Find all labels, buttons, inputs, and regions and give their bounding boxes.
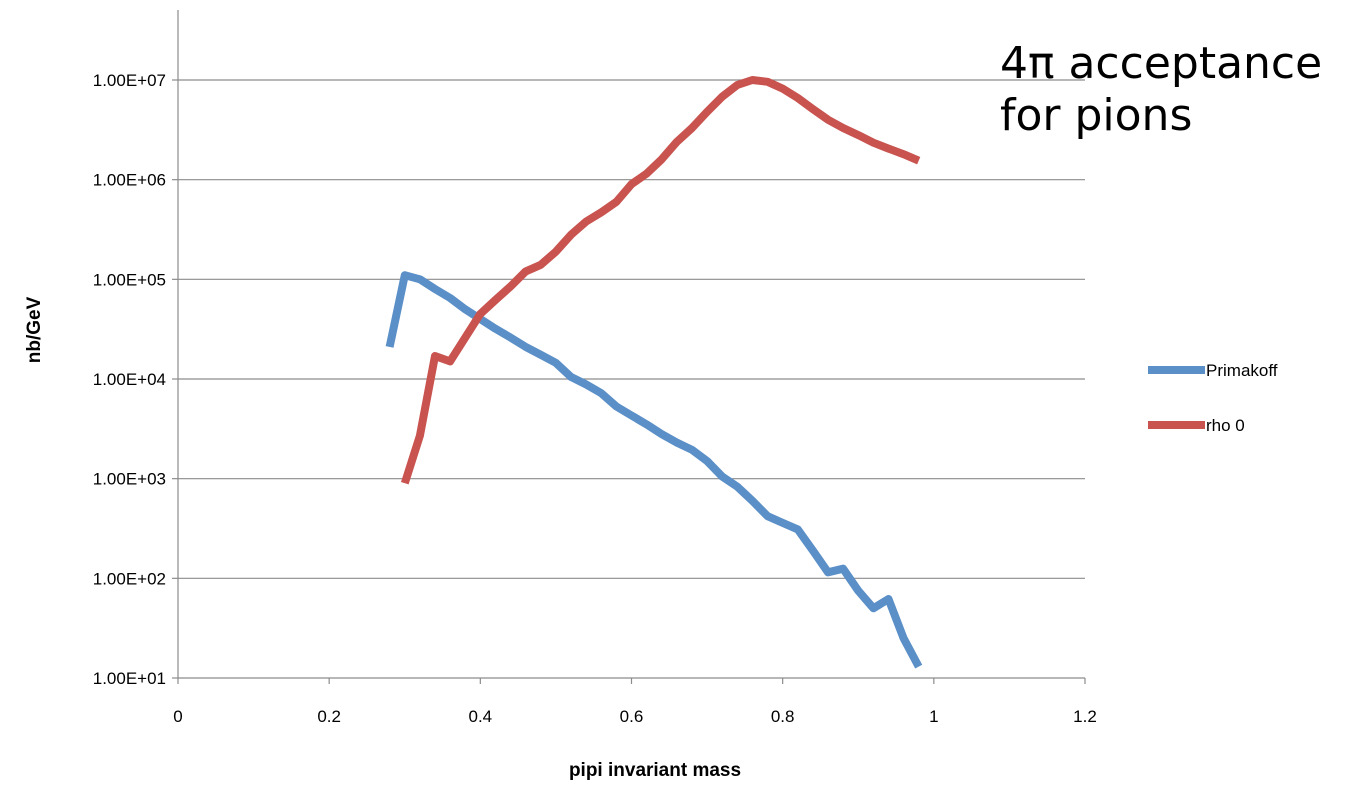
- legend-label: rho 0: [1206, 416, 1245, 435]
- x-tick-label: 0.8: [771, 707, 795, 726]
- y-tick-label: 1.00E+03: [93, 470, 166, 489]
- gridlines: [178, 79, 1085, 579]
- series-lines: [385, 76, 923, 669]
- x-tick-label: 0.4: [469, 707, 493, 726]
- legend-label: Primakoff: [1206, 361, 1278, 380]
- y-axis-label: nb/GeV: [24, 296, 45, 363]
- y-tick-labels: 1.00E+01 1.00E+02 1.00E+03 1.00E+04 1.00E+05…: [93, 71, 166, 688]
- y-tick-label: 1.00E+02: [93, 569, 166, 588]
- y-tick-label: 1.00E+07: [93, 71, 166, 90]
- x-axis-label: pipi invariant mass: [569, 760, 741, 781]
- series-line-rho-0: [400, 76, 921, 485]
- legend: Primakoff rho 0: [1148, 361, 1278, 435]
- y-tick-label: 1.00E+05: [93, 270, 166, 289]
- y-tick-label: 1.00E+04: [93, 370, 166, 389]
- x-tick-label: 0.6: [620, 707, 644, 726]
- x-tick-label: 0.2: [317, 707, 341, 726]
- annotation: 4π acceptance for pions: [1000, 38, 1323, 141]
- y-tick-label: 1.00E+01: [93, 669, 166, 688]
- x-tick-labels: 0 0.2 0.4 0.6 0.8 1 1.2: [173, 707, 1097, 726]
- x-tick-label: 0: [173, 707, 182, 726]
- x-tick-label: 1.2: [1073, 707, 1097, 726]
- x-tick-label: 1: [929, 707, 938, 726]
- axes: [172, 10, 1086, 684]
- y-tick-label: 1.00E+06: [93, 171, 166, 190]
